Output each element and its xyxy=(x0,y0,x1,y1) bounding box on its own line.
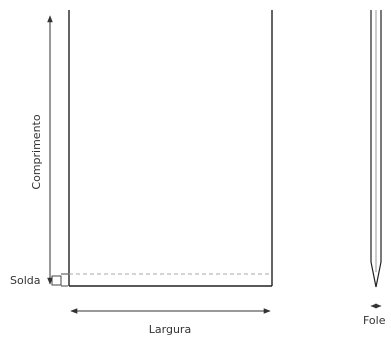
bag-front-view xyxy=(68,10,273,287)
gusset-label: Fole xyxy=(363,314,386,327)
length-label: Comprimento xyxy=(30,114,43,189)
seal-bracket xyxy=(51,275,62,286)
seal-label: Solda xyxy=(10,274,41,287)
width-label: Largura xyxy=(149,323,191,336)
gusset-outline xyxy=(370,10,382,288)
gusset-dimension: Fole xyxy=(363,303,386,327)
bag-side-view xyxy=(370,10,382,288)
width-dimension: Largura xyxy=(70,308,271,336)
length-dimension: Comprimento xyxy=(30,15,53,285)
seal-callout: Solda xyxy=(10,273,68,287)
